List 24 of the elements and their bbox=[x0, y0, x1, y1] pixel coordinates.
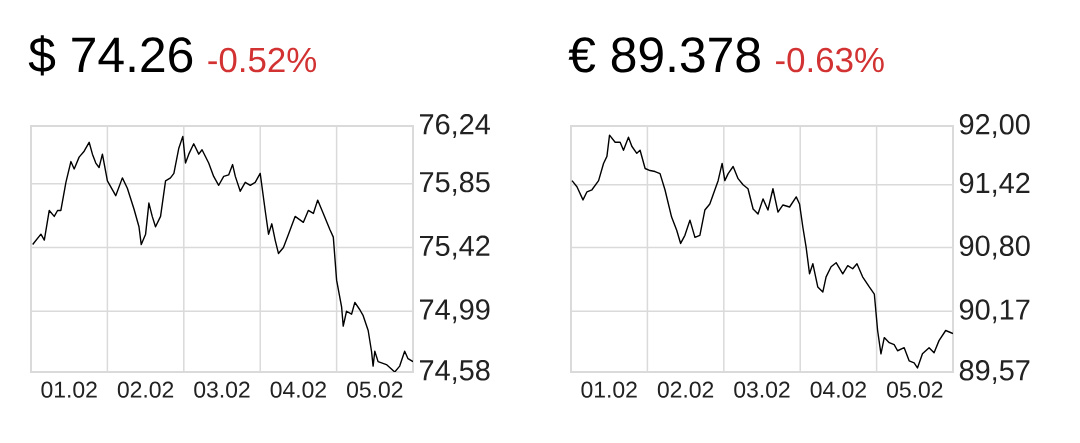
y-tick-label: 91,42 bbox=[959, 172, 1030, 197]
x-tick-label: 02.02 bbox=[657, 381, 714, 398]
y-tick-label: 75,85 bbox=[420, 171, 490, 196]
x-tick-label: 05.02 bbox=[887, 381, 943, 398]
x-tick-label: 01.02 bbox=[581, 381, 637, 398]
y-tick-label: 92,00 bbox=[959, 114, 1030, 138]
chart-subtitle: -0.52% bbox=[208, 47, 317, 73]
chart-title: $ 74.26 bbox=[28, 35, 193, 76]
chart-title: € 89.378 bbox=[568, 37, 760, 73]
y-tick-label: 74,99 bbox=[420, 299, 490, 324]
x-tick-label: 03.02 bbox=[734, 381, 790, 398]
chart-subtitle: -0.63% bbox=[776, 47, 884, 73]
y-tick-label: 76,24 bbox=[420, 114, 490, 138]
y-tick-label: 90,17 bbox=[959, 299, 1030, 324]
x-tick-label: 05.02 bbox=[347, 381, 403, 398]
y-tick-label: 89,57 bbox=[959, 360, 1030, 384]
y-tick-label: 75,42 bbox=[420, 235, 490, 260]
x-tick-label: 01.02 bbox=[41, 381, 97, 398]
x-tick-label: 02.02 bbox=[117, 381, 174, 398]
y-tick-label: 74,58 bbox=[420, 360, 490, 384]
x-tick-label: 04.02 bbox=[810, 381, 866, 398]
x-tick-label: 03.02 bbox=[194, 381, 250, 398]
x-tick-label: 04.02 bbox=[270, 381, 326, 398]
y-tick-label: 90,80 bbox=[959, 235, 1030, 260]
